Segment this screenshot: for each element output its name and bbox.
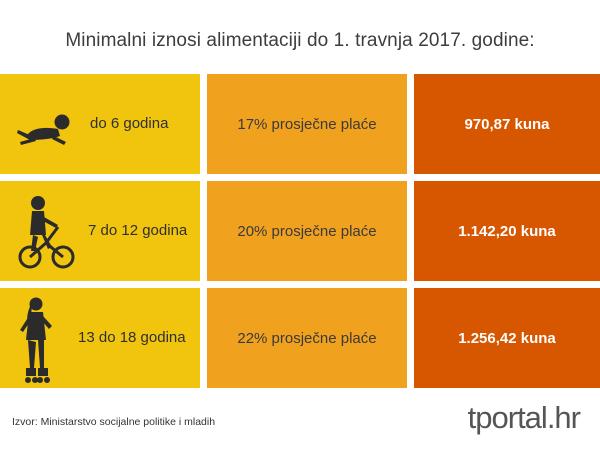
baby-crawling-icon — [14, 112, 74, 146]
amount-cell: 1.256,42 kuna — [414, 288, 600, 388]
age-label: do 6 godina — [90, 115, 169, 132]
teen-rollerskates-icon — [16, 296, 56, 386]
source-note: Izvor: Ministarstvo socijalne politike i… — [12, 416, 216, 428]
table-row: do 6 godina 17% prosječne plaće 970,87 k… — [0, 74, 600, 174]
logo-text: tportal.hr — [467, 400, 581, 435]
percent-label: 20% prosječne plaće — [237, 222, 377, 240]
age-label: 13 do 18 godina — [78, 329, 186, 346]
amount-cell: 970,87 kuna — [414, 74, 600, 174]
amount-label: 1.142,20 kuna — [458, 222, 556, 240]
percent-cell: 20% prosječne plaće — [207, 181, 407, 281]
table-row: 7 do 12 godina 20% prosječne plaće 1.142… — [0, 181, 600, 281]
amount-label: 1.256,42 kuna — [458, 329, 556, 347]
age-cell: do 6 godina — [0, 74, 200, 174]
percent-cell: 17% prosječne plaće — [207, 74, 407, 174]
table-row: 13 do 18 godina 22% prosječne plaće 1.25… — [0, 288, 600, 388]
percent-cell: 22% prosječne plaće — [207, 288, 407, 388]
age-label: 7 do 12 godina — [88, 222, 188, 239]
percent-label: 22% prosječne plaće — [237, 329, 377, 347]
page-title: Minimalni iznosi alimentaciji do 1. trav… — [65, 30, 535, 51]
age-cell: 13 do 18 godina — [0, 288, 200, 388]
tportal-logo: tportal.hr — [467, 400, 581, 436]
alimony-table: do 6 godina 17% prosječne plaće 970,87 k… — [0, 74, 600, 395]
amount-label: 970,87 kuna — [464, 115, 550, 133]
age-cell: 7 do 12 godina — [0, 181, 200, 281]
amount-cell: 1.142,20 kuna — [414, 181, 600, 281]
percent-label: 17% prosječne plaće — [237, 115, 377, 133]
child-bicycle-icon — [18, 195, 76, 271]
